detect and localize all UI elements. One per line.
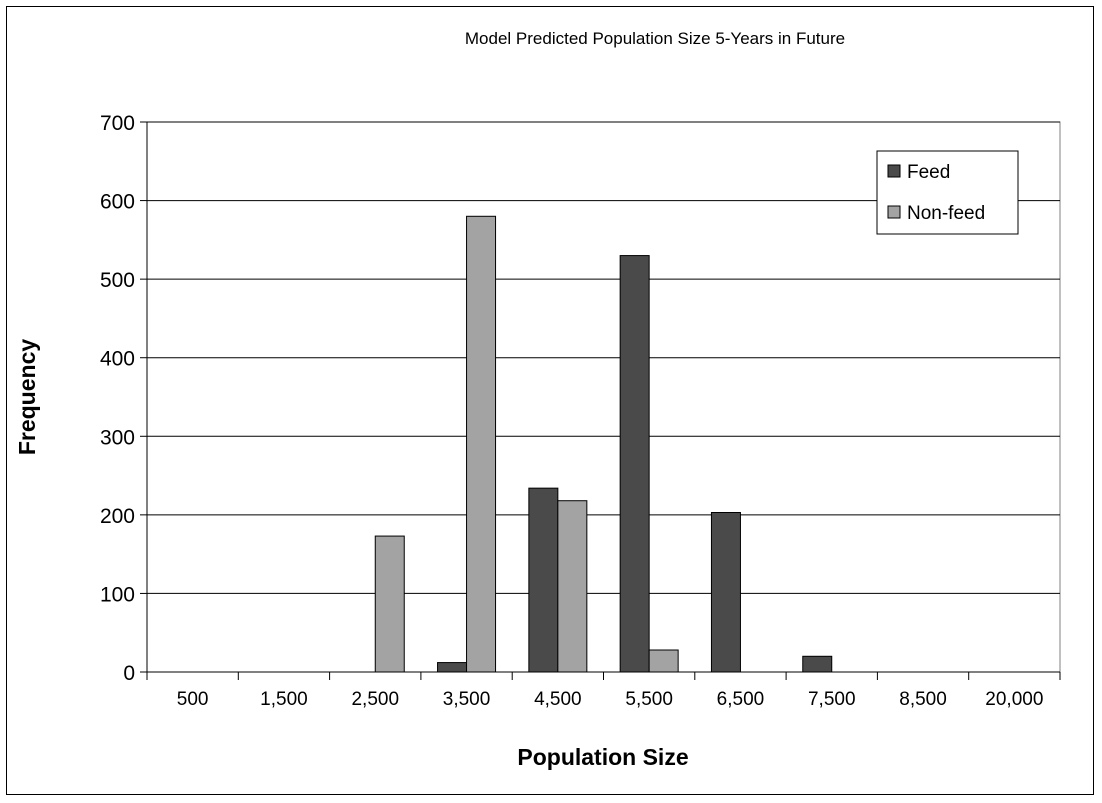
x-tick-label: 6,500 (717, 689, 765, 710)
y-axis-ticks: 0 100 200 300 400 500 600 700 (100, 112, 147, 685)
legend: Feed Non-feed (876, 150, 1019, 235)
x-tick-label: 2,500 (351, 689, 399, 710)
x-tick-label: 7,500 (808, 689, 856, 710)
y-tick-label: 700 (100, 112, 135, 135)
x-tick-label: 20,000 (985, 689, 1043, 710)
y-tick-label: 100 (100, 583, 135, 606)
x-axis-label: Population Size (517, 744, 688, 770)
y-axis-label: Frequency (14, 339, 40, 456)
x-tick-label: 4,500 (534, 689, 582, 710)
bar-feed (528, 487, 559, 673)
y-tick-label: 300 (100, 426, 135, 449)
x-tick-label: 500 (177, 689, 209, 710)
chart-title: Model Predicted Population Size 5-Years … (465, 29, 845, 48)
x-tick-label: 5,500 (625, 689, 673, 710)
legend-swatch-feed (887, 164, 901, 178)
bar-non-feed (466, 215, 497, 673)
x-tick-label: 8,500 (899, 689, 947, 710)
bar-feed (802, 655, 833, 673)
y-tick-label: 200 (100, 505, 135, 528)
gridlines (147, 121, 1060, 594)
bar-non-feed (557, 500, 588, 673)
x-tick-label: 1,500 (260, 689, 308, 710)
bar-feed (710, 512, 741, 673)
y-tick-label: 600 (100, 191, 135, 214)
bar-non-feed (374, 535, 405, 673)
bar-non-feed (648, 649, 679, 673)
legend-swatch-non-feed (887, 205, 901, 219)
legend-label-non-feed: Non-feed (907, 203, 985, 224)
bar-feed (619, 255, 650, 673)
y-tick-label: 400 (100, 348, 135, 371)
bars (374, 215, 833, 673)
y-tick-label: 500 (100, 269, 135, 292)
legend-label-feed: Feed (907, 162, 950, 183)
legend-box (876, 150, 1019, 235)
bar-feed (437, 662, 468, 673)
x-axis-ticks: 500 1,500 2,500 3,500 4,500 5,500 6,500 7,500 8,… (146, 672, 1061, 710)
y-tick-label: 0 (123, 662, 135, 685)
x-tick-label: 3,500 (443, 689, 491, 710)
